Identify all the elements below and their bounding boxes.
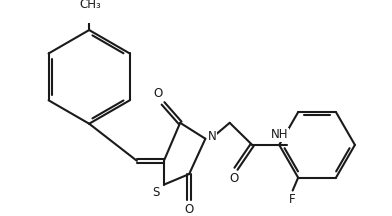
Text: S: S bbox=[152, 186, 160, 199]
Text: O: O bbox=[154, 87, 163, 100]
Text: CH₃: CH₃ bbox=[79, 0, 101, 11]
Text: N: N bbox=[208, 130, 217, 143]
Text: F: F bbox=[289, 193, 296, 206]
Text: O: O bbox=[185, 203, 194, 216]
Text: NH: NH bbox=[270, 128, 288, 141]
Text: O: O bbox=[229, 172, 238, 185]
